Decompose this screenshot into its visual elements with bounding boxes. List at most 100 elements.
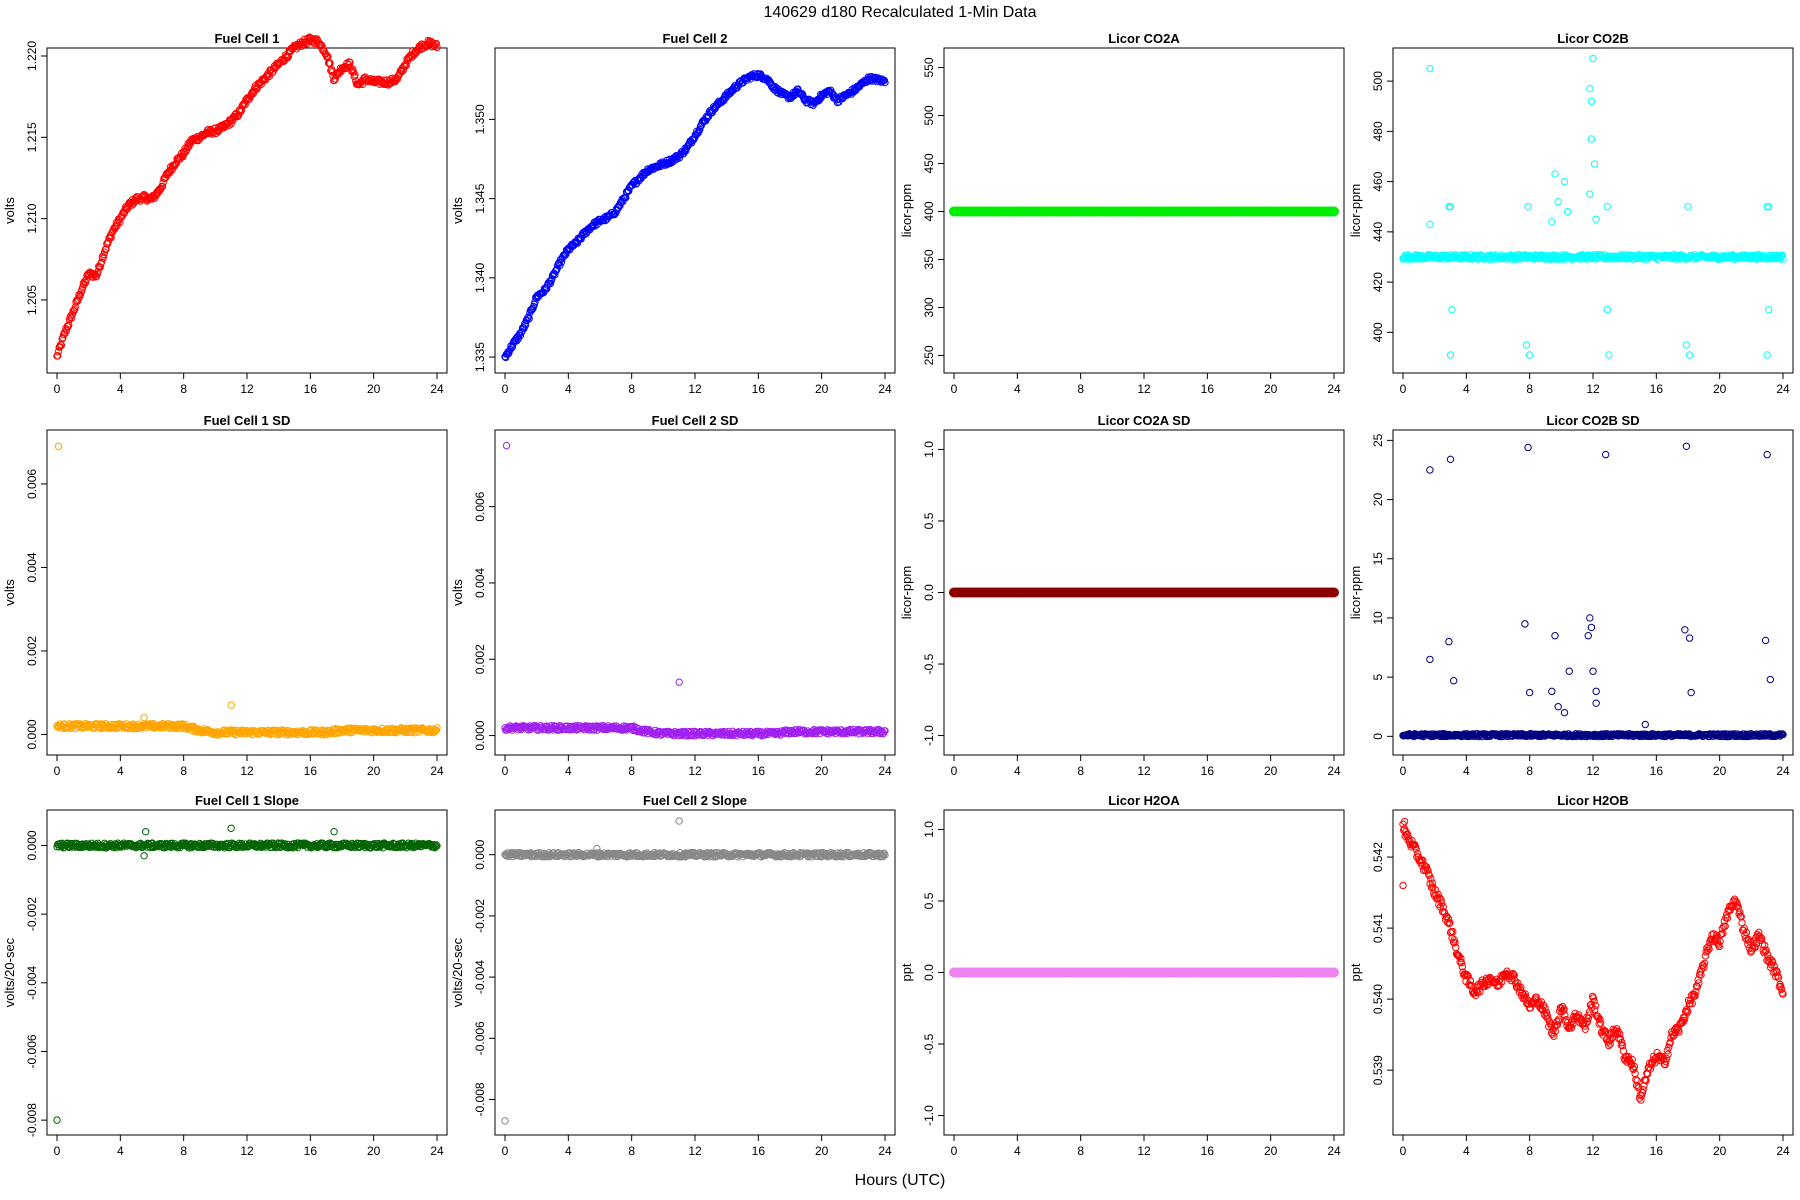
x-tick-label: 16 <box>304 764 318 778</box>
outlier-point <box>1548 687 1556 696</box>
x-tick-label: 4 <box>565 764 572 778</box>
x-tick-label: 16 <box>304 1144 318 1158</box>
outlier-point <box>227 701 235 709</box>
y-tick-label: -0.008 <box>25 1103 39 1137</box>
data-point <box>516 331 525 340</box>
outlier-point <box>1765 306 1773 314</box>
outlier-point <box>1763 351 1771 359</box>
outlier-point <box>1587 623 1596 632</box>
x-tick-label: 24 <box>878 764 892 778</box>
x-tick-label: 20 <box>1264 382 1278 396</box>
data-point <box>433 43 441 52</box>
plot-frame <box>1392 47 1794 374</box>
outlier-point <box>141 828 150 836</box>
x-tick-label: 0 <box>1400 764 1407 778</box>
y-tick-label: -1.0 <box>922 725 936 746</box>
data-point <box>1510 253 1518 261</box>
outlier-point <box>1682 341 1691 349</box>
outlier-point <box>1586 614 1594 622</box>
outlier-point <box>1684 203 1692 211</box>
x-tick-label: 24 <box>878 382 892 396</box>
x-tick-label: 16 <box>1650 382 1664 396</box>
data-point <box>81 278 90 287</box>
data-point <box>633 179 641 187</box>
y-tick-label: 0.000 <box>473 839 487 869</box>
panel-title: Fuel Cell 1 <box>214 31 279 46</box>
x-tick-label: 0 <box>1400 382 1407 396</box>
outlier-point <box>1554 198 1562 206</box>
data-point <box>182 146 191 154</box>
data-point <box>561 251 569 259</box>
x-tick-label: 8 <box>628 1144 635 1158</box>
outlier-point <box>1603 306 1611 314</box>
outlier-point <box>1548 218 1556 226</box>
x-tick-label: 24 <box>430 382 444 396</box>
outlier-point <box>140 852 148 860</box>
y-tick-label: -0.008 <box>473 1082 487 1116</box>
data-points <box>1399 442 1787 741</box>
x-tick-label: 20 <box>815 1144 829 1158</box>
data-point <box>336 64 345 72</box>
outlier-point <box>1641 720 1649 729</box>
outlier-point <box>1426 655 1434 664</box>
x-tick-label: 20 <box>1713 764 1727 778</box>
data-point <box>80 280 88 289</box>
x-tick-label: 16 <box>1650 764 1664 778</box>
data-point <box>405 53 413 61</box>
data-point <box>166 168 174 177</box>
x-tick-label: 4 <box>565 382 572 396</box>
y-tick-label: -0.006 <box>25 1034 39 1068</box>
y-tick-label: 10 <box>1371 611 1385 625</box>
data-points <box>53 824 441 1124</box>
outlier-point <box>675 817 683 825</box>
x-tick-label: 8 <box>1077 764 1084 778</box>
x-tick-label: 4 <box>117 1144 124 1158</box>
y-tick-label: 0.0 <box>922 584 936 601</box>
plot-frame <box>1392 429 1794 756</box>
x-tick-label: 12 <box>240 764 254 778</box>
y-axis-label: volts/20-sec <box>2 937 17 1007</box>
data-point <box>94 267 102 276</box>
panel-title: Fuel Cell 2 <box>662 31 727 46</box>
outlier-point <box>1551 632 1559 640</box>
x-tick-label: 16 <box>304 382 318 396</box>
y-axis-label: volts <box>450 579 465 606</box>
y-tick-label: 400 <box>1371 322 1385 342</box>
y-tick-label: 5 <box>1371 673 1385 680</box>
x-tick-label: 20 <box>1264 1144 1278 1158</box>
y-tick-label: 300 <box>922 297 936 317</box>
y-tick-label: 0.0 <box>922 964 936 981</box>
outlier-point <box>502 441 511 450</box>
outlier-point <box>1603 203 1611 211</box>
outlier-point <box>227 824 235 832</box>
y-tick-label: -0.004 <box>25 965 39 999</box>
y-tick-label: 0.006 <box>25 469 39 499</box>
x-tick-label: 12 <box>1586 382 1600 396</box>
y-tick-label: 1.220 <box>25 41 39 71</box>
outlier-point <box>1681 626 1689 634</box>
x-tick-label: 24 <box>1327 382 1341 396</box>
x-tick-label: 20 <box>367 1144 381 1158</box>
y-axis-label: volts <box>450 197 465 224</box>
y-tick-label: 0.000 <box>25 830 39 860</box>
y-tick-label: 0.5 <box>922 892 936 909</box>
data-point <box>847 90 856 98</box>
data-point <box>283 54 292 62</box>
y-tick-label: 480 <box>1371 121 1385 141</box>
data-point <box>432 39 440 48</box>
outlier-point <box>1586 84 1594 93</box>
y-tick-label: 1.350 <box>473 104 487 134</box>
y-tick-label: 20 <box>1371 493 1385 507</box>
data-point <box>521 321 530 329</box>
data-points <box>53 442 441 739</box>
outlier-point <box>53 1116 61 1124</box>
outlier-point <box>1589 54 1597 63</box>
x-tick-label: 12 <box>688 1144 702 1158</box>
